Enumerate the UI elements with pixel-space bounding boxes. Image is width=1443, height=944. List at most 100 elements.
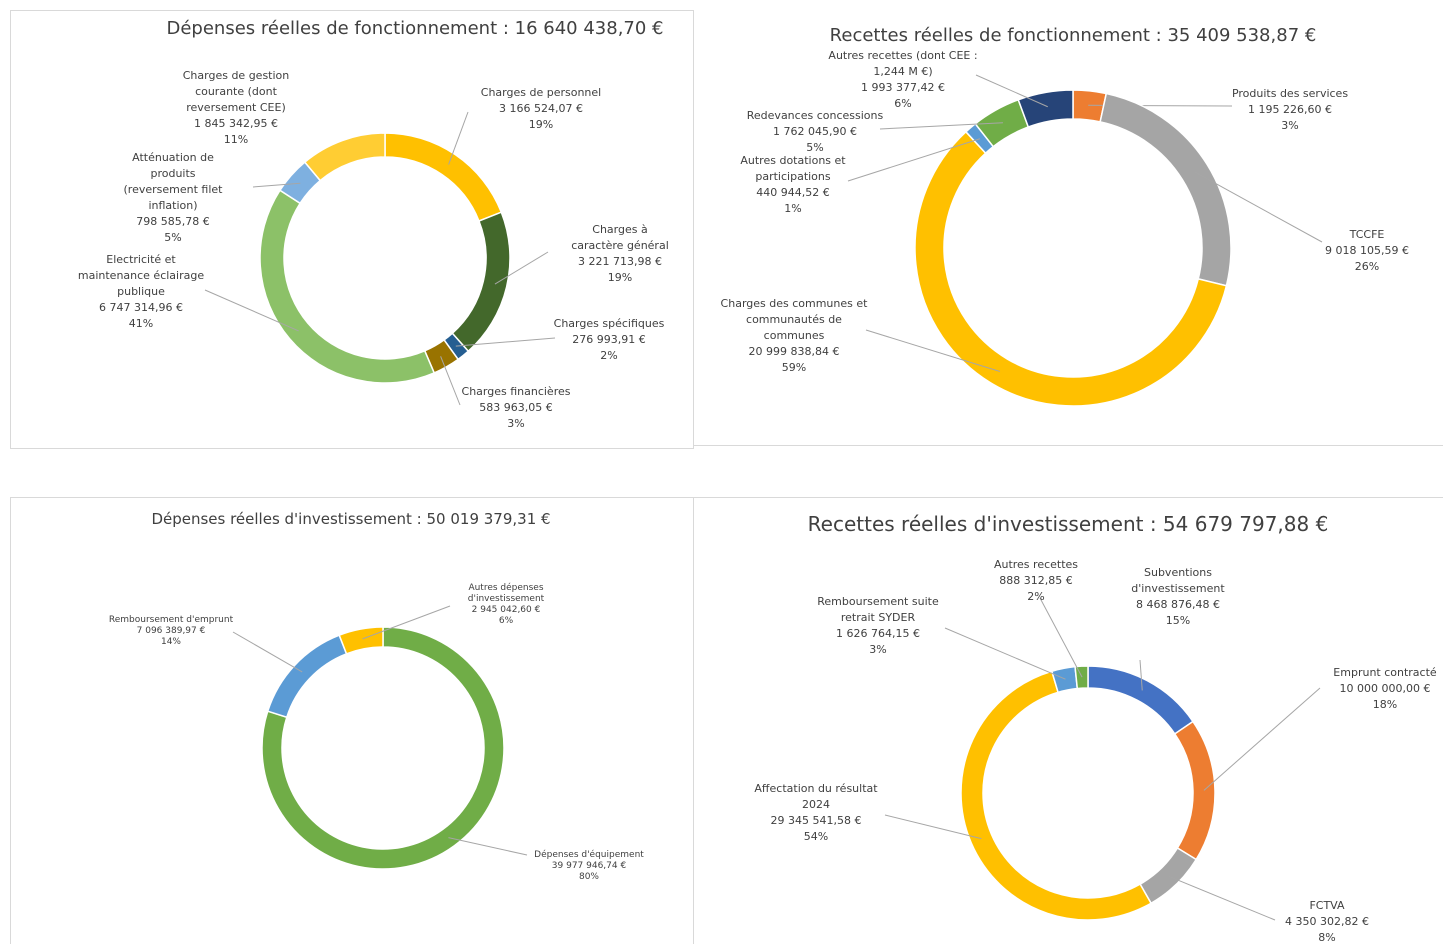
label-value: 39 977 946,74 € xyxy=(551,861,627,871)
label-value: 20 999 838,84 € xyxy=(748,345,840,358)
label-category: Charges de gestion courante (dont revers… xyxy=(182,69,290,114)
data-label: Autres recettes 888 312,85 € 2% xyxy=(981,557,1091,605)
label-category: Autres dépenses d'investissement xyxy=(467,583,545,604)
data-label: Redevances concessions 1 762 045,90 € 5% xyxy=(745,108,885,156)
leader-line xyxy=(1194,171,1323,243)
data-label: Charges de gestion courante (dont revers… xyxy=(181,68,291,148)
label-value: 1 195 226,60 € xyxy=(1248,103,1332,116)
label-value: 888 312,85 € xyxy=(999,574,1073,587)
label-category: Charges des communes et communautés de c… xyxy=(720,297,868,342)
label-percent: 5% xyxy=(164,231,182,244)
label-category: Autres recettes (dont CEE : 1,244 M €) xyxy=(828,49,978,78)
label-value: 1 626 764,15 € xyxy=(836,627,920,640)
label-category: Affectation du résultat 2024 xyxy=(754,782,878,811)
label-value: 6 747 314,96 € xyxy=(99,301,183,314)
donut-slice xyxy=(1017,89,1074,128)
panel-border xyxy=(10,10,694,449)
leader-line xyxy=(232,631,303,673)
donut-slice xyxy=(1173,720,1216,861)
label-percent: 11% xyxy=(223,133,249,146)
data-label: Charges financières 583 963,05 € 3% xyxy=(456,384,576,432)
label-category: Redevances concessions xyxy=(746,109,884,122)
label-value: 29 345 541,58 € xyxy=(770,814,862,827)
label-value: 798 585,78 € xyxy=(136,215,210,228)
label-category: Produits des services xyxy=(1231,87,1349,100)
data-label: Charges des communes et communautés de c… xyxy=(719,296,869,376)
label-category: Charges de personnel xyxy=(480,86,602,99)
donut-slice xyxy=(1139,846,1198,905)
label-value: 1 762 045,90 € xyxy=(773,125,857,138)
label-value: 440 944,52 € xyxy=(756,186,830,199)
data-label: Charges à caractère général 3 221 713,98 … xyxy=(565,222,675,286)
label-category: Charges financières xyxy=(461,385,571,398)
leader-line xyxy=(455,337,556,347)
data-label: Charges de personnel 3 166 524,07 € 19% xyxy=(476,85,606,133)
data-label: TCCFE 9 018 105,59 € 26% xyxy=(1312,227,1422,275)
leader-line xyxy=(1203,687,1321,791)
data-label: Atténuation de produits (reversement fil… xyxy=(113,150,233,246)
data-label: Emprunt contracté 10 000 000,00 € 18% xyxy=(1320,665,1443,713)
label-value: 7 096 389,97 € xyxy=(136,626,206,636)
label-percent: 8% xyxy=(1318,931,1336,944)
leader-line xyxy=(494,251,549,285)
donut-slice xyxy=(451,211,511,353)
leader-line xyxy=(440,356,461,406)
label-percent: 19% xyxy=(607,271,633,284)
donut-slice xyxy=(261,626,505,870)
label-value: 4 350 302,82 € xyxy=(1285,915,1369,928)
label-percent: 14% xyxy=(160,637,181,647)
data-label: Dépenses d'équipement 39 977 946,74 €80% xyxy=(529,850,649,883)
label-percent: 41% xyxy=(128,317,154,330)
label-percent: 6% xyxy=(894,97,912,110)
leader-line xyxy=(847,138,981,182)
donut-slice xyxy=(914,130,1228,407)
label-value: 8 468 876,48 € xyxy=(1136,598,1220,611)
label-percent: 2% xyxy=(600,349,618,362)
donut-slice xyxy=(303,132,386,182)
donut-slice xyxy=(259,189,436,384)
label-category: Autres recettes xyxy=(993,558,1079,571)
label-percent: 3% xyxy=(507,417,525,430)
leader-line xyxy=(865,329,1001,373)
label-percent: 5% xyxy=(806,141,824,154)
chart-title: Recettes réelles d'investissement : 54 6… xyxy=(807,512,1329,536)
leader-line xyxy=(879,122,1003,130)
leader-line xyxy=(1139,659,1143,691)
chart-title: Recettes réelles de fonctionnement : 35 … xyxy=(829,25,1317,46)
data-label: Remboursement suite retrait SYDER 1 626 7… xyxy=(808,594,948,658)
donut-slice xyxy=(338,626,384,655)
donut-slice xyxy=(1087,665,1195,735)
label-category: Charges spécifiques xyxy=(553,317,665,330)
label-category: Emprunt contracté xyxy=(1333,666,1437,679)
label-percent: 3% xyxy=(869,643,887,656)
label-value: 10 000 000,00 € xyxy=(1339,682,1431,695)
leader-line xyxy=(1039,597,1083,678)
data-label: Charges spécifiques 276 993,91 € 2% xyxy=(549,316,669,364)
label-percent: 2% xyxy=(1027,590,1045,603)
leader-line xyxy=(975,74,1048,108)
label-value: 3 221 713,98 € xyxy=(578,255,662,268)
data-label: Produits des services 1 195 226,60 € 3% xyxy=(1225,86,1355,134)
label-category: FCTVA xyxy=(1309,899,1345,912)
chart-title: Dépenses réelles de fonctionnement : 16 … xyxy=(166,18,664,39)
leader-line xyxy=(362,605,451,640)
label-percent: 54% xyxy=(803,830,829,843)
leader-line xyxy=(1168,875,1276,921)
label-percent: 80% xyxy=(578,872,599,882)
data-label: Remboursement d'emprunt 7 096 389,97 €14% xyxy=(101,615,241,648)
label-category: Remboursement d'emprunt xyxy=(108,615,234,625)
chart-title: Dépenses réelles d'investissement : 50 0… xyxy=(151,510,551,528)
label-category: Charges à caractère général xyxy=(571,223,669,252)
label-value: 9 018 105,59 € xyxy=(1325,244,1409,257)
data-label: FCTVA 4 350 302,82 € 8% xyxy=(1272,898,1382,944)
label-percent: 3% xyxy=(1281,119,1299,132)
label-value: 583 963,05 € xyxy=(479,401,553,414)
label-percent: 1% xyxy=(784,202,802,215)
donut-slice xyxy=(1099,92,1232,287)
label-percent: 26% xyxy=(1354,260,1380,273)
donut-slice xyxy=(1074,665,1089,690)
label-percent: 59% xyxy=(781,361,807,374)
label-category: Dépenses d'équipement xyxy=(534,850,644,860)
